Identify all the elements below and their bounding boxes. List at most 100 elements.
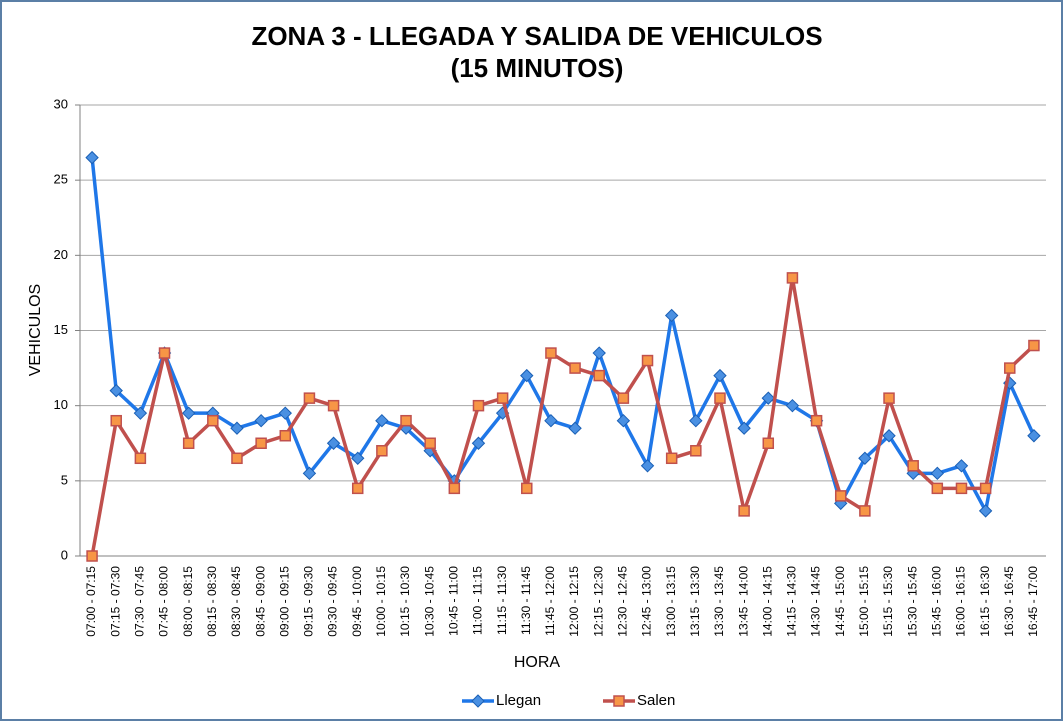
x-tick-label: 07:45 - 08:00 <box>157 566 171 637</box>
point-marker <box>279 429 292 442</box>
y-tick-label: 25 <box>54 172 68 187</box>
y-tick-label: 0 <box>61 547 68 562</box>
point-marker <box>255 437 267 449</box>
point-marker <box>278 406 292 420</box>
point-marker <box>930 466 945 481</box>
point-marker <box>737 421 751 435</box>
point-marker <box>326 436 341 450</box>
x-tick-label: 09:45 - 10:00 <box>350 566 364 637</box>
x-tick-label: 11:15 - 11:30 <box>495 566 509 635</box>
point-marker <box>689 413 703 428</box>
x-tick-label: 12:30 - 12:45 <box>616 566 630 637</box>
point-marker <box>110 414 122 427</box>
point-marker <box>520 368 534 383</box>
point-marker <box>303 392 316 404</box>
point-marker <box>1004 362 1016 374</box>
x-tick-label: 10:30 - 10:45 <box>422 566 436 637</box>
point-marker <box>761 391 775 405</box>
point-marker <box>472 399 485 412</box>
x-tick-label: 16:30 - 16:45 <box>1002 566 1016 637</box>
x-tick-label: 14:00 - 14:15 <box>760 566 774 637</box>
x-tick-label: 10:15 - 10:30 <box>398 566 412 637</box>
point-marker <box>616 413 631 428</box>
point-marker <box>593 369 605 382</box>
y-axis-label: VEHICULOS <box>27 284 44 376</box>
x-tick-label: 07:00 - 07:15 <box>84 566 98 637</box>
point-marker <box>448 482 461 495</box>
point-marker <box>640 459 655 473</box>
x-tick-label: 09:30 - 09:45 <box>326 566 340 637</box>
point-marker <box>1027 429 1041 443</box>
x-axis-label: HORA <box>514 654 561 671</box>
chart-title: ZONA 3 - LLEGADA Y SALIDA DE VEHICULOS <box>251 21 822 51</box>
point-marker <box>302 466 317 481</box>
y-tick-label: 5 <box>61 472 68 487</box>
x-tick-label: 11:00 - 11:15 <box>471 566 485 635</box>
x-tick-label: 14:45 - 15:00 <box>833 566 847 637</box>
point-marker <box>85 150 99 165</box>
point-marker <box>376 445 388 457</box>
x-tick-label: 16:00 - 16:15 <box>954 566 968 637</box>
point-marker <box>664 308 679 323</box>
point-marker <box>955 482 968 495</box>
chart-title: (15 MINUTOS) <box>451 53 624 83</box>
point-marker <box>786 272 799 284</box>
y-tick-label: 15 <box>54 322 68 337</box>
point-marker <box>907 460 919 472</box>
y-tick-label: 20 <box>54 247 68 262</box>
x-tick-label: 10:00 - 10:15 <box>374 566 388 637</box>
point-marker <box>207 414 219 427</box>
legend-label: Llegan <box>496 692 541 709</box>
point-marker <box>134 452 147 465</box>
point-marker <box>617 392 630 404</box>
point-marker <box>714 392 726 404</box>
point-marker <box>883 392 895 404</box>
point-marker <box>182 437 195 449</box>
y-tick-label: 10 <box>54 397 68 412</box>
legend-marker <box>471 694 485 708</box>
x-tick-label: 13:15 - 13:30 <box>688 566 702 637</box>
point-marker <box>86 550 98 562</box>
x-tick-label: 15:15 - 15:30 <box>881 566 895 637</box>
x-tick-label: 11:45 - 12:00 <box>543 566 557 636</box>
point-marker <box>859 505 871 517</box>
point-marker <box>231 452 243 465</box>
x-tick-label: 14:30 - 14:45 <box>809 566 823 637</box>
x-tick-label: 10:45 - 11:00 <box>446 566 460 636</box>
point-marker <box>641 354 654 367</box>
point-marker <box>738 505 750 517</box>
point-marker <box>424 437 436 449</box>
point-marker <box>858 451 872 465</box>
point-marker <box>545 347 557 359</box>
point-marker <box>569 362 581 374</box>
point-marker <box>496 392 509 404</box>
x-tick-label: 15:00 - 15:15 <box>857 566 871 637</box>
point-marker <box>978 504 993 518</box>
point-marker <box>592 346 606 360</box>
point-marker <box>109 383 123 398</box>
x-tick-label: 08:30 - 08:45 <box>229 566 243 637</box>
point-marker <box>254 413 268 428</box>
x-tick-label: 15:45 - 16:00 <box>929 566 943 637</box>
x-tick-label: 12:15 - 12:30 <box>591 566 605 637</box>
x-tick-label: 08:00 - 08:15 <box>181 566 195 637</box>
x-tick-label: 12:45 - 13:00 <box>640 566 654 637</box>
x-tick-label: 07:30 - 07:45 <box>133 566 147 637</box>
point-marker <box>158 347 171 359</box>
x-tick-label: 13:00 - 13:15 <box>664 566 678 637</box>
point-marker <box>544 413 558 428</box>
y-tick-label: 30 <box>54 96 68 111</box>
x-tick-label: 13:45 - 14:00 <box>736 566 750 637</box>
point-marker <box>181 406 196 420</box>
point-marker <box>785 398 800 413</box>
x-tick-label: 16:15 - 16:30 <box>978 566 992 637</box>
x-tick-label: 09:00 - 09:15 <box>277 566 291 637</box>
x-tick-label: 15:30 - 15:45 <box>905 566 919 637</box>
point-marker <box>810 414 823 427</box>
point-marker <box>230 421 244 435</box>
x-tick-label: 12:00 - 12:15 <box>567 566 581 637</box>
point-marker <box>327 399 340 412</box>
x-tick-label: 11:30 - 11:45 <box>519 566 533 635</box>
